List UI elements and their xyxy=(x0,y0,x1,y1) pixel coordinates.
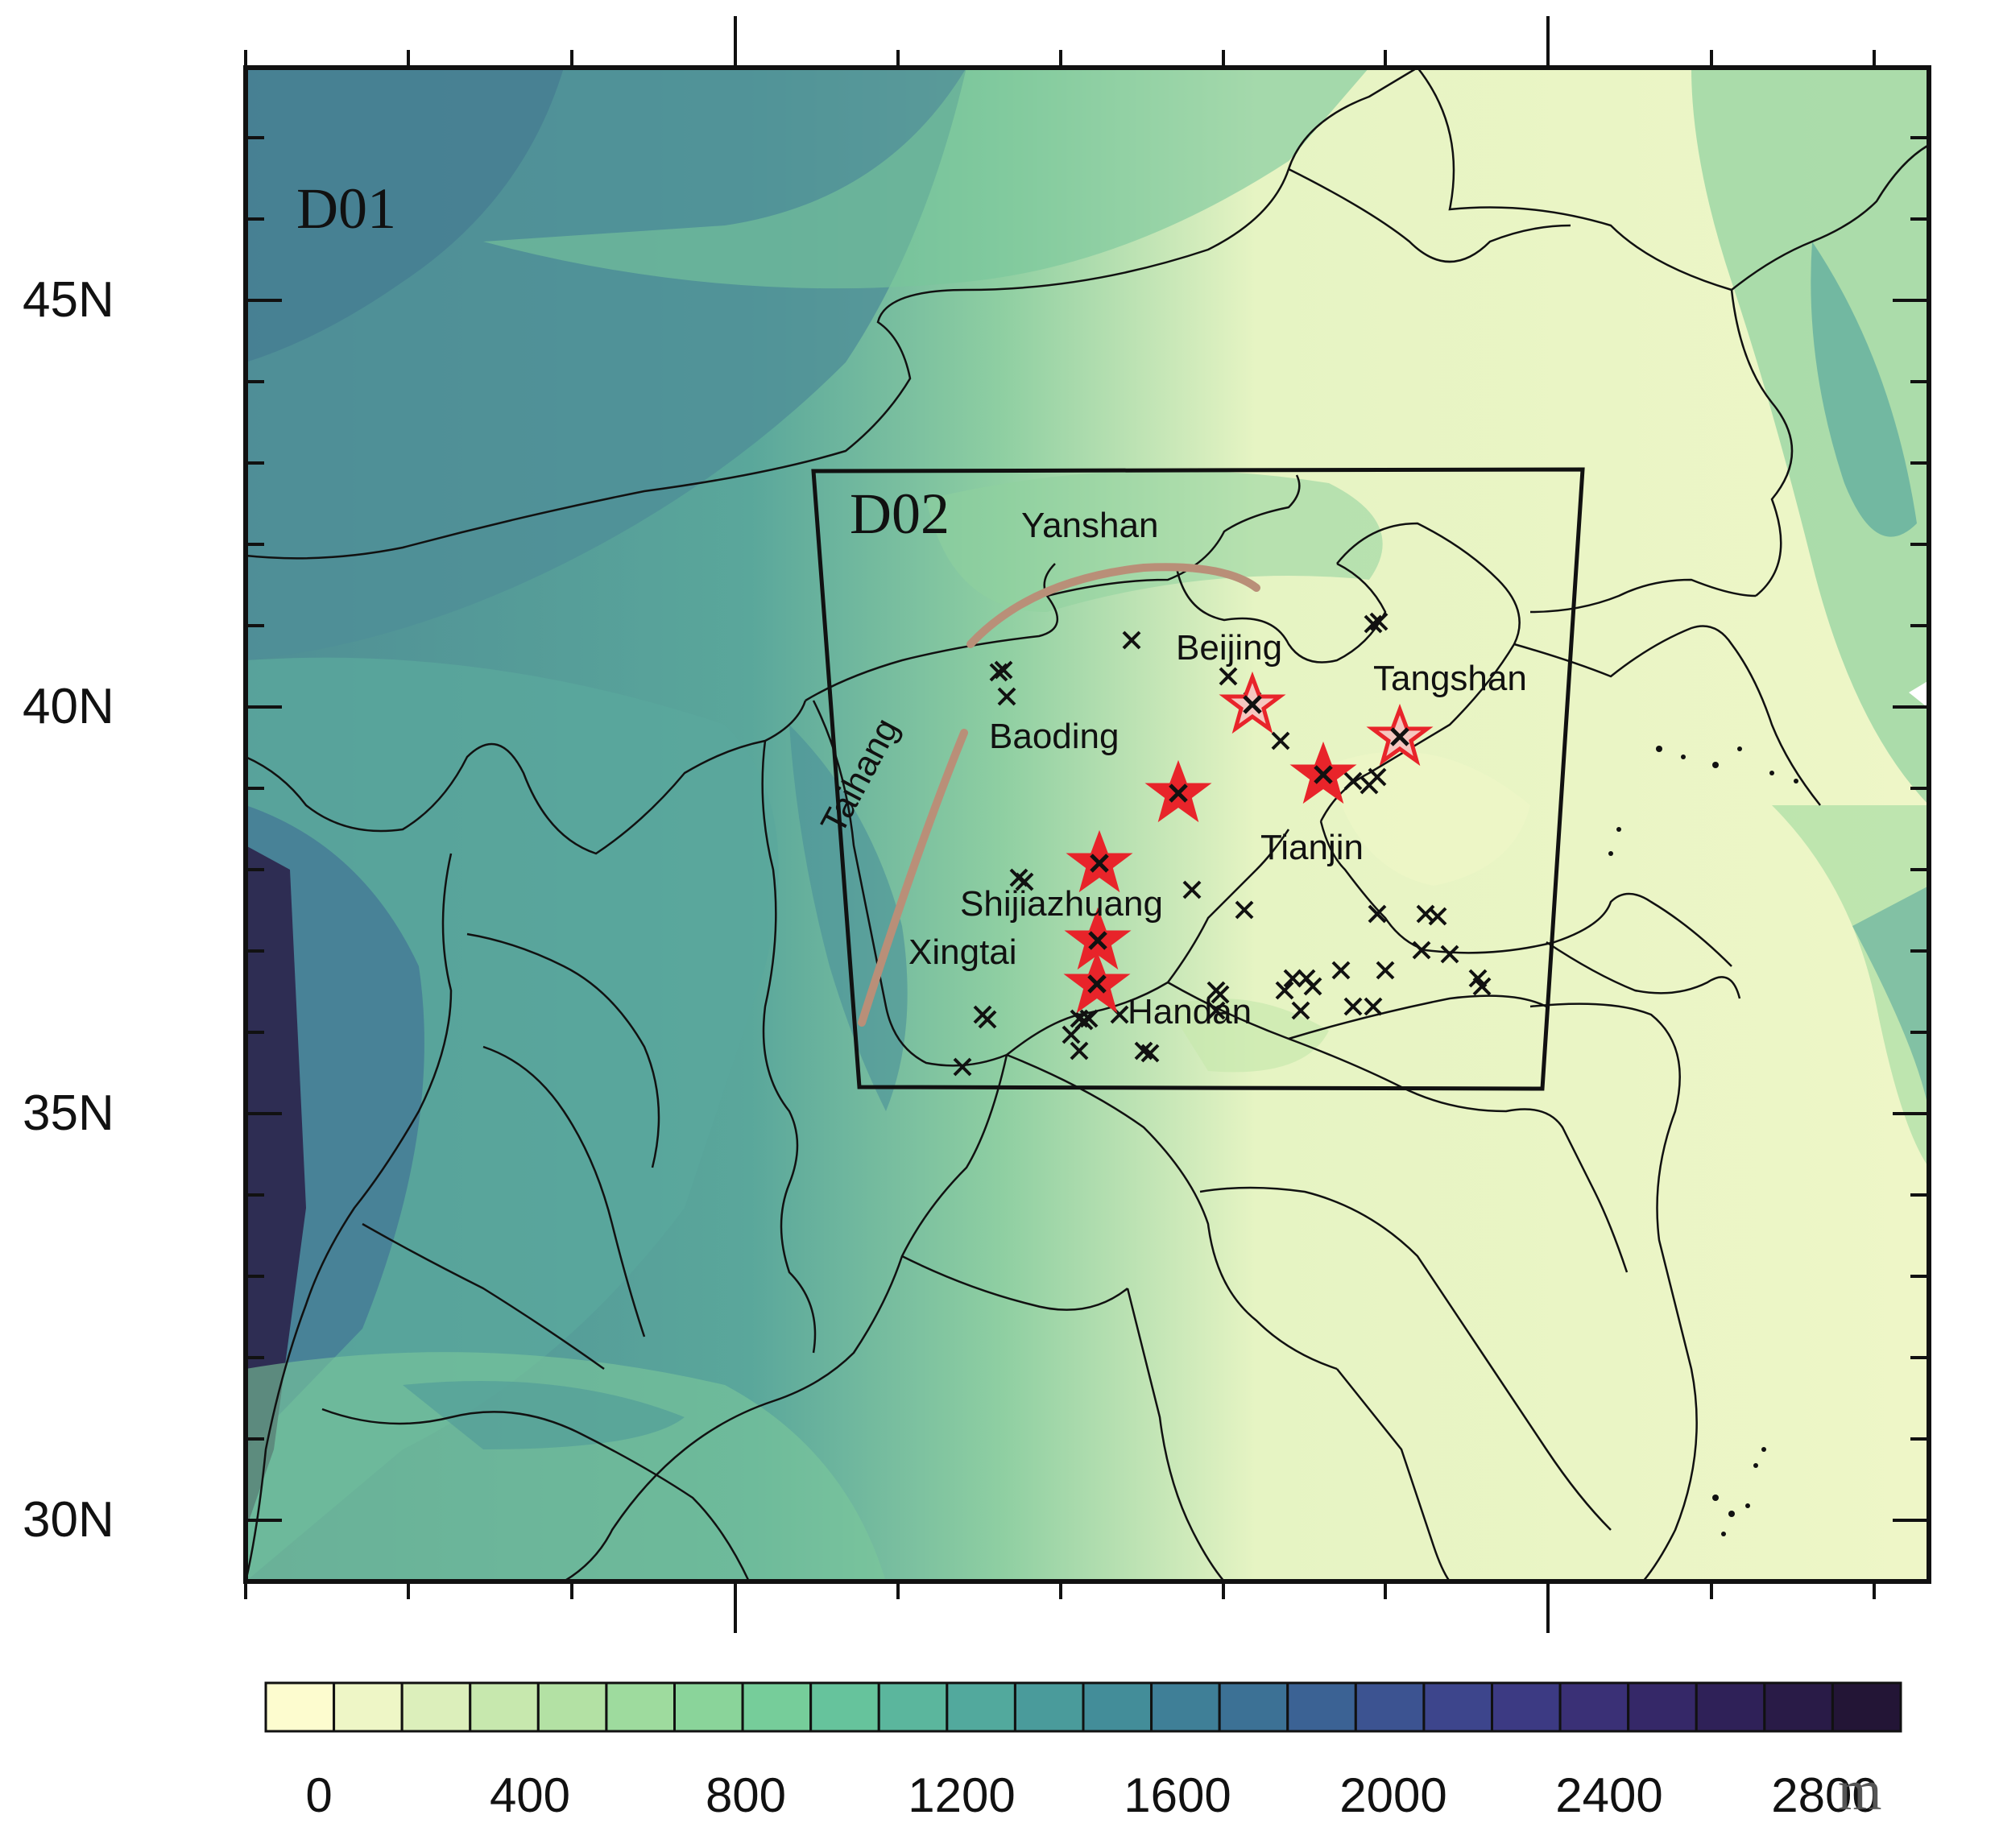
colorbar-swatch xyxy=(1286,1681,1357,1733)
station-marker xyxy=(1291,1001,1310,1020)
station-marker xyxy=(1343,771,1363,791)
station-marker xyxy=(989,660,1013,682)
colorbar-tick-label: 1600 xyxy=(1124,1768,1231,1822)
star-marker-handan xyxy=(1063,950,1131,1014)
station-marker xyxy=(1416,904,1447,926)
station-marker xyxy=(1364,612,1389,634)
colorbar-swatch xyxy=(1831,1681,1902,1733)
island-dots xyxy=(1608,746,1798,1536)
colorbar-swatch xyxy=(1491,1681,1562,1733)
station-marker xyxy=(1297,969,1322,996)
colorbar-swatch xyxy=(809,1681,880,1733)
station-marker xyxy=(1070,1041,1089,1060)
colorbar-swatch xyxy=(1082,1681,1153,1733)
colorbar-swatch xyxy=(1218,1681,1289,1733)
taihang-arc xyxy=(858,729,968,1027)
station-marker xyxy=(1134,1041,1160,1063)
station-marker xyxy=(1468,969,1492,996)
lat-ticks xyxy=(246,136,1929,1522)
colorbar-swatch xyxy=(1558,1681,1630,1733)
lat-label-35n: 35N xyxy=(23,1085,114,1141)
station-marker xyxy=(1283,969,1302,988)
colorbar-swatch xyxy=(1150,1681,1221,1733)
colorbar-swatch xyxy=(1763,1681,1834,1733)
place-label-beijing: Beijing xyxy=(1176,628,1283,668)
station-marker xyxy=(1412,941,1431,960)
lat-label-40n: 40N xyxy=(23,679,114,734)
colorbar-tick-label: 2000 xyxy=(1339,1768,1447,1822)
map-frame xyxy=(243,65,1931,1584)
colorbar-swatch xyxy=(1354,1681,1426,1733)
colorbar-tick-label: 2400 xyxy=(1555,1768,1663,1822)
star-marker-baoding xyxy=(1144,759,1212,823)
station-marker xyxy=(1275,981,1294,1000)
star-marker-tianjin xyxy=(1289,741,1357,804)
range-label-yanshan: Yanshan xyxy=(1021,506,1159,545)
colorbar-swatch xyxy=(877,1681,949,1733)
yanshan-arc xyxy=(966,563,1260,648)
place-label-tangshan: Tangshan xyxy=(1373,659,1527,698)
colorbar-swatch xyxy=(536,1681,608,1733)
terrain-fill xyxy=(246,68,1929,1581)
station-marker xyxy=(1235,900,1254,920)
lon-ticks xyxy=(244,16,1876,1633)
colorbar-tick-label: 0 xyxy=(305,1768,333,1822)
station-marker xyxy=(1343,997,1363,1016)
domain-label-d01: D01 xyxy=(296,176,396,241)
city-stars xyxy=(1063,671,1434,1014)
colorbar-tick-label: 400 xyxy=(489,1768,571,1822)
station-marker xyxy=(1182,880,1202,899)
star-marker-tangshan xyxy=(1366,703,1434,767)
colorbar-tick-label: 800 xyxy=(705,1768,787,1822)
colorbar-swatch xyxy=(741,1681,813,1733)
station-markers xyxy=(953,612,1492,1077)
station-marker xyxy=(1070,1009,1099,1031)
station-marker xyxy=(1331,961,1351,980)
colorbar-swatch xyxy=(400,1681,472,1733)
place-label-tianjin: Tianjin xyxy=(1260,828,1364,867)
place-label-shijiazhuang: Shijiazhuang xyxy=(960,884,1163,924)
domain-label-d02: D02 xyxy=(850,482,950,546)
station-marker xyxy=(973,1005,997,1029)
colorbar-swatch xyxy=(1013,1681,1085,1733)
station-marker xyxy=(1122,630,1141,650)
station-marker xyxy=(1360,767,1387,795)
lat-label-45n: 45N xyxy=(23,272,114,328)
star-marker-shijiazhuang xyxy=(1066,829,1133,893)
colorbar-swatch xyxy=(605,1681,676,1733)
place-label-baoding: Baoding xyxy=(989,717,1120,756)
station-marker xyxy=(953,1057,972,1077)
colorbar-swatch xyxy=(946,1681,1016,1733)
station-marker xyxy=(1440,945,1459,964)
colorbar-swatch xyxy=(469,1681,540,1733)
station-marker xyxy=(1009,868,1034,891)
station-marker xyxy=(1219,667,1238,686)
colorbar-tick-label: 2800 xyxy=(1771,1768,1879,1822)
colorbar-swatch xyxy=(1422,1681,1494,1733)
station-marker xyxy=(1211,985,1230,1004)
colorbar xyxy=(264,1681,1902,1733)
lat-label-30n: 30N xyxy=(23,1492,114,1548)
colorbar-swatch xyxy=(1627,1681,1698,1733)
colorbar-swatch xyxy=(673,1681,744,1733)
colorbar-swatch xyxy=(1695,1681,1766,1733)
station-marker xyxy=(1062,1025,1081,1044)
colorbar-swatch xyxy=(264,1681,336,1733)
place-label-handan: Handan xyxy=(1128,992,1252,1031)
d02-domain-box xyxy=(811,467,1585,1091)
station-marker xyxy=(1376,961,1395,980)
station-marker xyxy=(997,687,1016,706)
colorbar-unit: m xyxy=(1838,1760,1882,1822)
star-marker-xingtai xyxy=(1064,907,1132,970)
star-marker-beijing xyxy=(1219,671,1286,734)
station-marker xyxy=(1206,1001,1226,1020)
station-marker xyxy=(1271,731,1290,750)
station-marker xyxy=(1368,904,1387,924)
place-label-xingtai: Xingtai xyxy=(908,932,1017,972)
colorbar-swatch xyxy=(333,1681,404,1733)
colorbar-tick-label: 1200 xyxy=(908,1768,1016,1822)
station-marker xyxy=(1364,997,1383,1016)
